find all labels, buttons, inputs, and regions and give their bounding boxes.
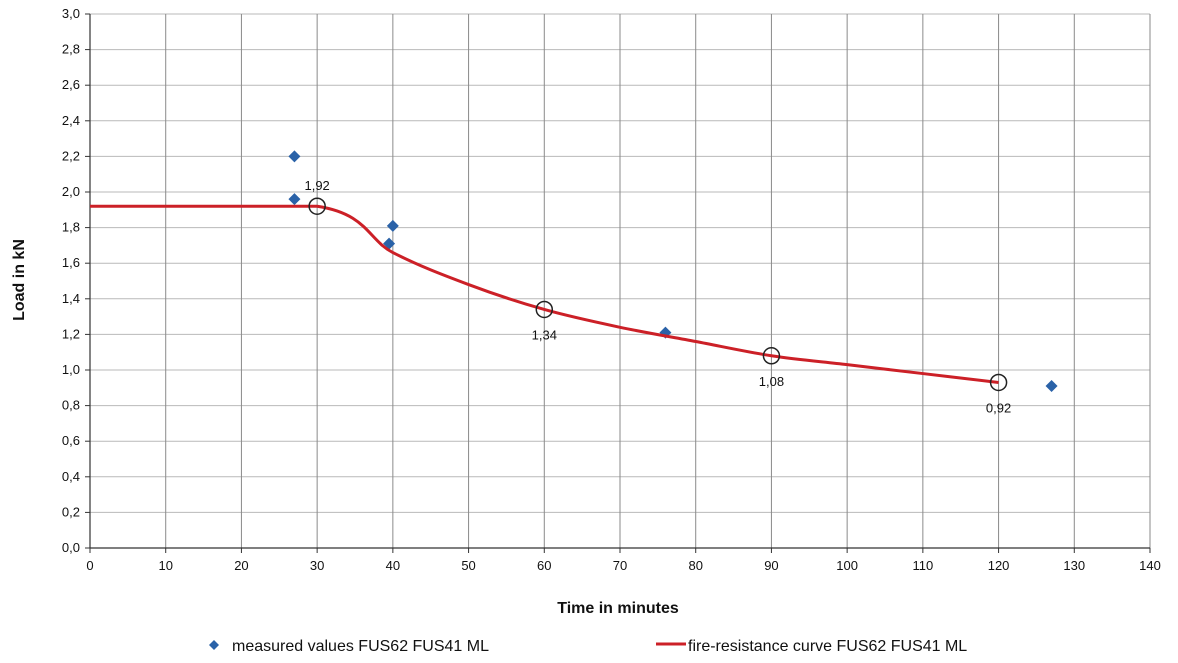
- legend-measured-label: measured values FUS62 FUS41 ML: [232, 638, 489, 655]
- annotation-marker: [308, 197, 326, 215]
- x-axis-title: Time in minutes: [557, 600, 679, 617]
- x-tick-label: 0: [86, 558, 93, 573]
- annotation-layer: 1,92 1,34 1,08 0,92: [304, 178, 1011, 415]
- measured-value-point: [288, 193, 301, 206]
- measured-value-point: [386, 219, 399, 232]
- x-tick-label: 100: [836, 558, 858, 573]
- y-tick-label: 0,6: [62, 433, 80, 448]
- annotation-marker: [535, 300, 554, 319]
- x-tick-label: 40: [386, 558, 400, 573]
- x-tick-label: 60: [537, 558, 551, 573]
- annotation-label: 1,34: [532, 327, 557, 342]
- y-tick-label: 1,6: [62, 255, 80, 270]
- x-tick-label: 20: [234, 558, 248, 573]
- x-tick-label: 120: [988, 558, 1010, 573]
- x-tick-label: 30: [310, 558, 324, 573]
- annotation-label: 0,92: [986, 400, 1011, 415]
- y-tick-label: 2,0: [62, 184, 80, 199]
- y-tick-label: 3,0: [62, 6, 80, 21]
- fire-resistance-curve-line: [90, 204, 999, 384]
- x-tick-label: 140: [1139, 558, 1161, 573]
- y-tick-label: 2,4: [62, 113, 80, 128]
- x-tick-label: 80: [688, 558, 702, 573]
- y-tick-label: 2,6: [62, 77, 80, 92]
- y-axis-title: Load in kN: [11, 239, 28, 321]
- grid-layer: [90, 13, 1151, 548]
- measured-value-point: [1045, 380, 1058, 393]
- legend: measured values FUS62 FUS41 ML fire-resi…: [209, 638, 967, 655]
- series-layer: [90, 150, 1058, 393]
- y-tick-label: 0,0: [62, 540, 80, 555]
- y-tick-label: 0,4: [62, 469, 80, 484]
- legend-curve-label: fire-resistance curve FUS62 FUS41 ML: [688, 638, 967, 655]
- legend-diamond-marker: [209, 640, 219, 650]
- y-tick-label: 1,4: [62, 291, 80, 306]
- y-tick-label: 2,2: [62, 148, 80, 163]
- x-tick-label: 50: [461, 558, 475, 573]
- axis-layer: 0,0 0,2 0,4 0,6 0,8 1,0 1,2 1,4 1,6 1,8 2,0 2,2 2,4 2…: [62, 6, 1161, 573]
- y-tick-label: 1,0: [62, 362, 80, 377]
- annotation-label: 1,92: [304, 178, 329, 193]
- x-tick-label: 10: [158, 558, 172, 573]
- y-tick-label: 1,2: [62, 326, 80, 341]
- x-tick-label: 130: [1063, 558, 1085, 573]
- y-tick-label: 2,8: [62, 42, 80, 57]
- x-tick-label: 110: [912, 558, 933, 573]
- measured-value-point: [288, 150, 301, 163]
- annotation-label: 1,08: [759, 374, 784, 389]
- y-tick-label: 1,8: [62, 220, 80, 235]
- y-tick-label: 0,8: [62, 398, 80, 413]
- annotation-marker: [762, 347, 781, 365]
- y-tick-label: 0,2: [62, 504, 80, 519]
- annotation-marker: [989, 373, 1008, 392]
- x-tick-label: 70: [613, 558, 627, 573]
- x-tick-label: 90: [764, 558, 778, 573]
